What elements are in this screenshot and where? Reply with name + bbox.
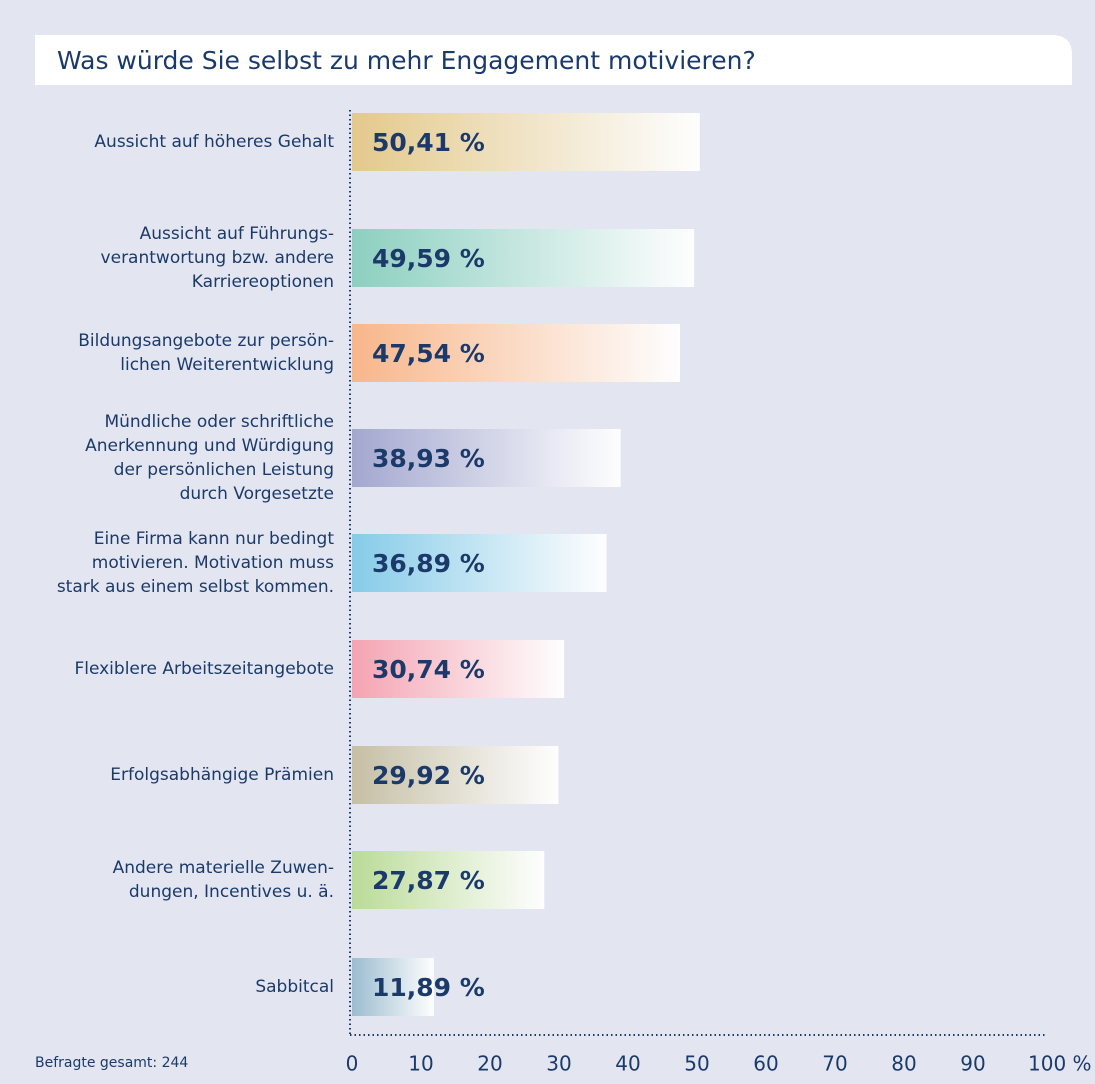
bar — [352, 958, 435, 1016]
label-line: dungen, Incentives u. ä. — [129, 882, 334, 902]
label-line: motivieren. Motivation muss — [92, 553, 334, 573]
chart-title: Was würde Sie selbst zu mehr Engagement … — [57, 46, 756, 75]
bar — [352, 113, 700, 171]
label-line: Andere materielle Zuwen- — [113, 858, 334, 878]
category-label: Bildungsangebote zur persön-lichen Weite… — [78, 331, 334, 375]
category-label: Aussicht auf Führungs-verantwortung bzw.… — [101, 224, 334, 292]
label-line: Sabbitcal — [255, 977, 334, 997]
label-line: stark aus einem selbst kommen. — [57, 577, 334, 597]
label-line: lichen Weiterentwicklung — [120, 355, 334, 375]
x-tick-label: 80 — [891, 1052, 916, 1076]
x-tick-label: 10 — [408, 1052, 433, 1076]
title-banner — [35, 35, 1072, 85]
bar — [352, 324, 681, 382]
label-line: verantwortung bzw. andere — [101, 248, 334, 268]
category-label: Mündliche oder schriftliche Anerkennung u… — [85, 412, 334, 504]
category-label: Erfolgsabhängige Prämien — [110, 765, 334, 785]
label-line: durch Vorgesetzte — [180, 484, 334, 504]
label-line: Anerkennung und Würdigung — [85, 436, 334, 456]
value-label: 49,59 % — [372, 244, 485, 273]
value-label: 38,93 % — [372, 444, 485, 473]
footnote: Befragte gesamt: 244 — [35, 1055, 188, 1071]
bar — [352, 229, 695, 287]
category-label: Andere materielle Zuwen-dungen, Incentiv… — [113, 858, 334, 902]
x-tick-label: 50 — [684, 1052, 709, 1076]
x-tick-label: 70 — [822, 1052, 847, 1076]
value-label: 27,87 % — [372, 866, 485, 895]
x-tick-label: 40 — [615, 1052, 640, 1076]
bar — [352, 429, 621, 487]
label-line: Erfolgsabhängige Prämien — [110, 765, 334, 785]
x-tick-label: 90 — [960, 1052, 985, 1076]
x-tick-label: 100 % — [1028, 1052, 1092, 1076]
x-tick-label: 30 — [546, 1052, 571, 1076]
value-label: 47,54 % — [372, 339, 485, 368]
value-label: 29,92 % — [372, 761, 485, 790]
bar — [352, 851, 545, 909]
x-tick-label: 0 — [346, 1052, 359, 1076]
x-tick-label: 20 — [477, 1052, 502, 1076]
label-line: Karriereoptionen — [192, 272, 334, 292]
value-label: 36,89 % — [372, 549, 485, 578]
bar — [352, 640, 565, 698]
bar — [352, 534, 607, 592]
label-line: Aussicht auf Führungs- — [140, 224, 334, 244]
value-label: 30,74 % — [372, 655, 485, 684]
x-tick-label: 60 — [753, 1052, 778, 1076]
label-line: Aussicht auf höheres Gehalt — [94, 132, 334, 152]
label-line: Bildungsangebote zur persön- — [78, 331, 334, 351]
label-line: Mündliche oder schriftliche — [104, 412, 334, 432]
bar — [352, 746, 559, 804]
value-label: 50,41 % — [372, 128, 485, 157]
label-line: Flexiblere Arbeitszeitangebote — [74, 659, 334, 679]
label-line: Eine Firma kann nur bedingt — [94, 529, 335, 549]
category-label: Flexiblere Arbeitszeitangebote — [74, 659, 334, 679]
value-label: 11,89 % — [372, 973, 485, 1002]
category-label: Sabbitcal — [255, 977, 334, 997]
category-label: Aussicht auf höheres Gehalt — [94, 132, 334, 152]
label-line: der persönlichen Leistung — [114, 460, 334, 480]
category-label: Eine Firma kann nur bedingt motivieren. M… — [57, 529, 335, 597]
